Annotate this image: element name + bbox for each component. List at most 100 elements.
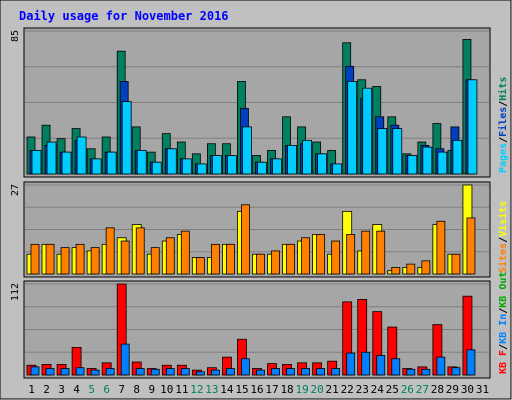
bar-kb-in [241, 358, 250, 376]
bar-sites [346, 234, 356, 275]
bar-kb-in [331, 368, 341, 376]
x-tick-label: 30 [461, 383, 474, 396]
bar-kb-in [436, 356, 446, 376]
x-tick-label: 31 [476, 383, 489, 396]
x-tick-label: 14 [220, 383, 234, 396]
bar-pages [332, 163, 343, 175]
x-tick-label: 19 [295, 383, 308, 396]
bar-sites [210, 243, 220, 275]
bar-kb-in [301, 368, 310, 376]
bar-kb-in [45, 368, 55, 376]
bar-sites [135, 227, 145, 275]
bar-pages [257, 161, 267, 175]
bar-sites [75, 243, 85, 275]
x-tick-label: 8 [133, 383, 140, 396]
x-tick-label: 2 [43, 383, 50, 396]
bar-pages [242, 126, 252, 175]
x-tick-label: 27 [416, 383, 429, 396]
bar-kb-in [210, 369, 220, 376]
bar-kb-in [316, 368, 326, 376]
x-tick-label: 22 [341, 383, 354, 396]
x-tick-label: 29 [446, 383, 459, 396]
bar-sites [331, 240, 341, 275]
bar-sites [391, 267, 401, 275]
bar-sites [165, 237, 175, 275]
x-tick-label: 18 [280, 383, 293, 396]
x-tick-label: 6 [103, 383, 110, 396]
bar-kb-in [135, 368, 145, 376]
x-tick-label: 3 [58, 383, 65, 396]
chart-title: Daily usage for November 2016 [19, 9, 229, 23]
bar-pages [272, 158, 282, 175]
bar-pages [377, 128, 388, 175]
bar-kb-in [75, 367, 85, 376]
bar-pages [287, 144, 297, 175]
bar-pages [76, 136, 87, 175]
bar-kb-in [451, 367, 461, 376]
bar-sites [45, 243, 55, 275]
bar-kb-in [256, 369, 265, 376]
bar-sites [451, 253, 461, 275]
bar-pages [392, 128, 403, 175]
bar-sites [301, 237, 310, 275]
bar-kb-in [120, 343, 130, 376]
legend-entry: / [498, 137, 509, 143]
legend-entry: / [498, 101, 509, 107]
x-tick-label: 11 [175, 383, 188, 396]
bar-pages [151, 161, 162, 175]
x-tick-label: 17 [265, 383, 278, 396]
y-max-label-visits: 27 [10, 184, 21, 196]
bar-pages [467, 79, 478, 175]
bar-pages [302, 139, 312, 175]
bar-kb-in [30, 366, 40, 376]
x-tick-label: 13 [205, 383, 218, 396]
bar-pages [46, 141, 57, 175]
bar-pages [227, 155, 237, 175]
bar-kb-in [406, 368, 416, 376]
bar-pages [422, 146, 433, 175]
bar-kb-in [361, 351, 371, 376]
bar-kb-in [195, 371, 205, 376]
panel-visits: 27 Sites/Visits [10, 181, 509, 278]
bar-sites [30, 243, 40, 275]
bar-kb-in [60, 368, 70, 376]
bar-kb-in [226, 368, 235, 376]
bar-pages [196, 163, 207, 175]
bar-sites [180, 230, 190, 275]
bar-sites [436, 220, 446, 275]
legend-entry: Hits [497, 77, 509, 101]
bar-pages [121, 101, 132, 175]
bar-pages [211, 155, 222, 175]
bar-kb-in [421, 368, 431, 376]
legend-entry: KB In [498, 314, 509, 344]
bar-sites [105, 227, 115, 275]
bar-sites [376, 230, 386, 275]
bar-sites [241, 204, 250, 275]
bar-pages [166, 148, 177, 175]
legend-entry: KB F [498, 350, 509, 374]
bar-pages [181, 158, 192, 175]
bar-pages [106, 151, 117, 175]
bar-sites [271, 250, 280, 275]
bar-kb-in [271, 368, 280, 376]
bar-sites [466, 217, 476, 275]
bar-sites [406, 263, 416, 275]
bar-kb-in [391, 358, 401, 376]
legend-entry: Visits [497, 201, 509, 237]
bar-sites [226, 243, 235, 275]
x-tick-label: 28 [431, 383, 444, 396]
x-tick-label: 16 [250, 383, 263, 396]
bar-sites [90, 247, 100, 275]
bar-pages [347, 81, 358, 175]
bar-kb-in [165, 368, 175, 376]
x-tick-label: 24 [371, 383, 385, 396]
legend-visits: Sites/Visits [497, 201, 509, 273]
bar-pages [136, 150, 147, 175]
legend-entry: / [498, 344, 509, 350]
bar-pages [407, 155, 418, 175]
bar-sites [60, 247, 70, 275]
bar-pages [362, 87, 373, 175]
